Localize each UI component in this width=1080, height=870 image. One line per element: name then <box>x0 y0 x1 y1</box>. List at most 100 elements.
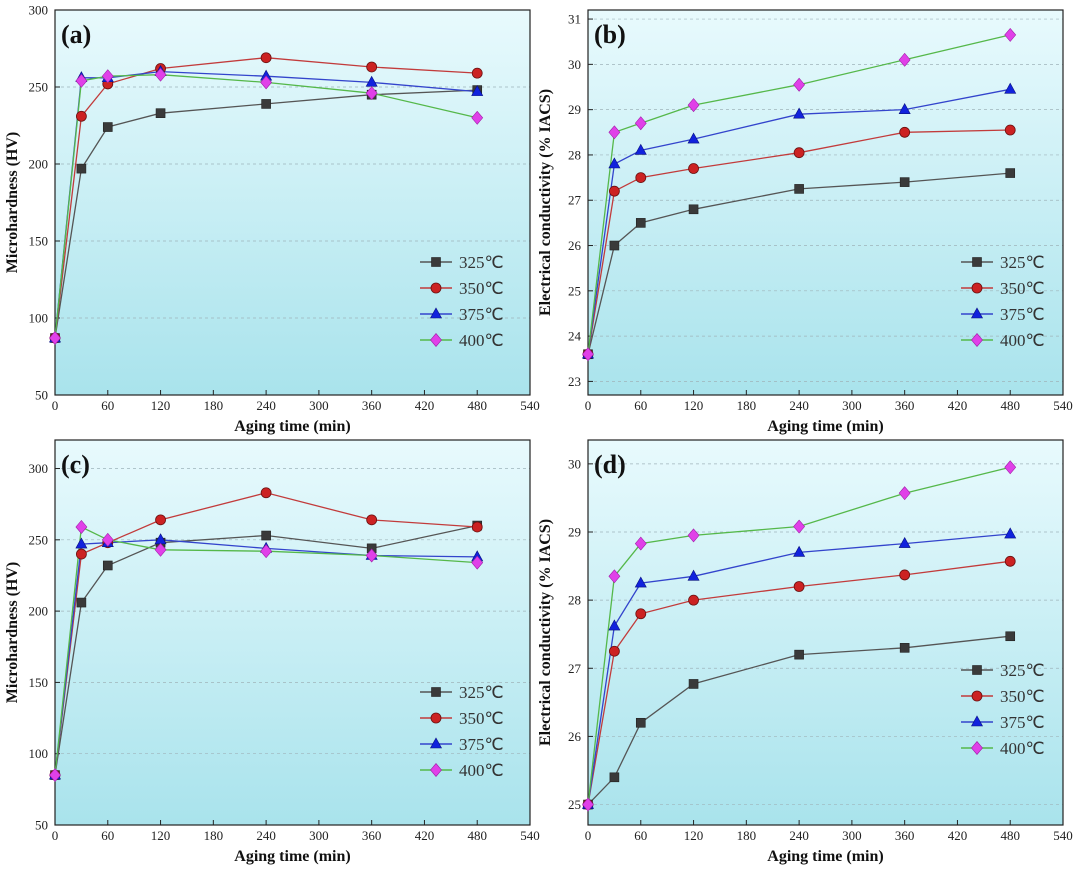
data-point-c-1 <box>260 487 272 499</box>
x-tick-label: 240 <box>789 398 809 413</box>
data-point-d-3 <box>608 569 621 584</box>
plot-frame-c <box>54 439 531 826</box>
x-tick-label: 60 <box>101 828 114 843</box>
y-tick-label: 27 <box>568 193 582 208</box>
x-tick-label: 180 <box>737 828 757 843</box>
x-tick-label: 120 <box>151 828 171 843</box>
data-point-b-0 <box>688 204 699 215</box>
data-point-a-3 <box>101 69 114 84</box>
y-tick-label: 250 <box>29 532 49 547</box>
plot-frame-b <box>587 9 1064 396</box>
legend-label: 375℃ <box>1000 305 1045 324</box>
y-tick-label: 150 <box>29 675 49 690</box>
legend-label: 400℃ <box>459 761 504 780</box>
y-tick-label: 50 <box>35 818 48 833</box>
data-point-d-3 <box>634 536 647 551</box>
data-point-c-3 <box>75 520 88 534</box>
x-tick-label: 420 <box>415 828 435 843</box>
data-point-b-3 <box>608 125 621 140</box>
data-point-a-1 <box>366 61 378 73</box>
data-point-b-2 <box>1004 82 1017 94</box>
x-tick-label: 240 <box>256 828 276 843</box>
y-tick-label: 28 <box>568 593 581 608</box>
y-tick-label: 300 <box>29 3 49 18</box>
panel-letter-c: (c) <box>61 450 90 479</box>
legend-marker <box>430 333 442 347</box>
x-tick-label: 180 <box>204 398 224 413</box>
legend-marker <box>971 333 983 347</box>
data-point-b-1 <box>899 126 911 138</box>
data-point-b-0 <box>794 184 804 194</box>
data-point-d-3 <box>582 797 594 812</box>
x-tick-label: 240 <box>789 828 809 843</box>
data-point-d-1 <box>635 608 647 620</box>
data-point-b-1 <box>688 163 699 174</box>
y-axis-title-d: Electrical conductivity (% IACS) <box>537 519 554 746</box>
data-point-d-2 <box>634 576 647 588</box>
legend-marker <box>429 307 443 319</box>
data-point-c-1 <box>75 548 87 560</box>
data-point-c-2 <box>75 537 88 549</box>
legend-label: 350℃ <box>459 279 504 298</box>
x-tick-label: 480 <box>1000 828 1020 843</box>
x-tick-label: 480 <box>467 398 487 413</box>
y-tick-label: 150 <box>29 234 49 249</box>
data-point-a-0 <box>261 99 271 109</box>
data-point-c-0 <box>261 530 271 541</box>
legend-marker <box>431 257 441 267</box>
data-point-d-1 <box>1004 555 1016 567</box>
x-tick-label: 480 <box>467 828 487 843</box>
panel-letter-a: (a) <box>61 20 91 49</box>
data-point-c-3 <box>365 548 378 563</box>
data-point-c-1 <box>155 514 166 526</box>
y-tick-label: 27 <box>568 661 582 676</box>
y-tick-label: 250 <box>29 80 49 95</box>
data-point-d-3 <box>1004 460 1017 475</box>
y-tick-label: 31 <box>568 12 581 27</box>
data-point-d-0 <box>688 679 699 689</box>
y-axis-title-b: Electrical conductivity (% IACS) <box>537 89 554 316</box>
legend-label: 350℃ <box>1000 687 1045 706</box>
data-point-d-1 <box>608 645 620 657</box>
data-point-b-2 <box>608 157 621 169</box>
x-tick-label: 120 <box>684 398 704 413</box>
x-tick-label: 240 <box>256 398 276 413</box>
y-axis-title-a: Microhardness (HV) <box>4 132 21 273</box>
x-tick-label: 180 <box>204 828 224 843</box>
x-tick-label: 360 <box>362 398 382 413</box>
x-axis-title-a: Aging time (min) <box>234 418 350 435</box>
x-tick-label: 60 <box>101 398 114 413</box>
data-point-b-3 <box>582 347 594 362</box>
legend-marker <box>970 715 984 727</box>
y-tick-label: 29 <box>568 102 581 117</box>
legend-marker <box>430 282 442 294</box>
panel-c: 0 60 120 180 240 300 360 420 480 540 50 100 150 200 25… <box>4 439 540 865</box>
x-tick-label: 0 <box>585 398 592 413</box>
legend-marker <box>430 712 442 724</box>
legend-marker <box>971 741 983 755</box>
data-point-c-3 <box>49 768 61 783</box>
data-point-a-3 <box>365 86 378 101</box>
data-point-d-2 <box>793 545 806 557</box>
data-point-b-3 <box>687 98 700 113</box>
data-point-a-3 <box>49 331 61 345</box>
x-tick-label: 60 <box>634 398 647 413</box>
x-tick-label: 0 <box>52 398 59 413</box>
x-tick-label: 60 <box>634 828 647 843</box>
legend-marker <box>429 737 443 749</box>
x-axis-title-b: Aging time (min) <box>767 418 883 435</box>
legend-label: 350℃ <box>1000 279 1045 298</box>
x-tick-label: 540 <box>1053 828 1073 843</box>
x-tick-label: 360 <box>895 828 915 843</box>
y-tick-label: 25 <box>568 797 581 812</box>
x-tick-label: 360 <box>895 398 915 413</box>
x-tick-label: 540 <box>1053 398 1073 413</box>
y-tick-label: 100 <box>29 746 49 761</box>
data-point-a-3 <box>260 75 273 90</box>
data-point-d-2 <box>1004 527 1017 539</box>
y-tick-label: 30 <box>568 57 581 72</box>
data-point-d-0 <box>794 649 804 660</box>
data-point-d-0 <box>1005 631 1016 642</box>
x-tick-label: 0 <box>585 828 592 843</box>
data-point-d-3 <box>793 519 806 534</box>
